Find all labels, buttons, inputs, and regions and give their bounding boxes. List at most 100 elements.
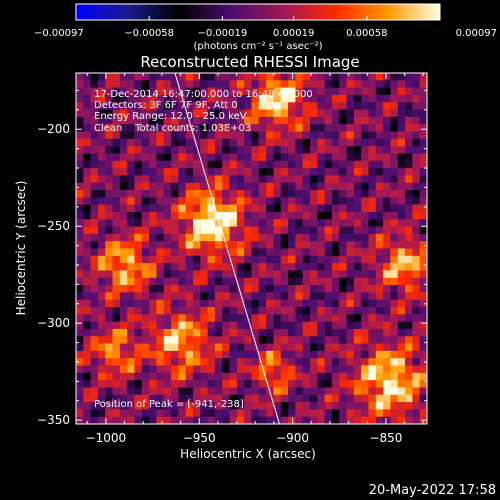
heatmap-cell (149, 160, 157, 169)
heatmap-cell (156, 109, 165, 118)
heatmap-cell (346, 248, 355, 257)
heatmap-cell (361, 153, 369, 162)
heatmap-cell (229, 372, 238, 381)
heatmap-cell (302, 328, 311, 337)
heatmap-cell (171, 336, 179, 344)
heatmap-cell (214, 409, 223, 418)
heatmap-cell (149, 248, 157, 257)
heatmap-cell (207, 80, 216, 89)
heatmap-cell (105, 116, 113, 125)
heatmap-cell (419, 343, 427, 352)
heatmap-cell (236, 219, 245, 227)
heatmap-cell (171, 131, 179, 140)
heatmap-cell (258, 102, 267, 110)
heatmap-cell (214, 80, 223, 89)
heatmap-cell (353, 233, 362, 242)
heatmap-cell (236, 153, 245, 162)
heatmap-cell (156, 102, 165, 110)
heatmap-cell (156, 416, 165, 424)
heatmap-cell (339, 292, 347, 301)
heatmap-cell (127, 277, 135, 286)
heatmap-cell (229, 219, 238, 227)
heatmap-cell (302, 182, 311, 191)
heatmap-cell (295, 80, 304, 89)
x-axis-label: Heliocentric X (arcsec) (180, 447, 316, 461)
heatmap-cell (119, 380, 128, 388)
heatmap-cell (171, 175, 179, 184)
heatmap-cell (200, 94, 209, 103)
heatmap-cell (361, 394, 369, 403)
heatmap-cell (397, 394, 406, 403)
heatmap-cell (185, 299, 194, 308)
heatmap-cell (390, 285, 399, 293)
heatmap-cell (412, 314, 421, 323)
heatmap-cell (331, 307, 340, 315)
heatmap-cell (346, 197, 355, 206)
heatmap-cell (368, 116, 377, 125)
heatmap-cell (244, 219, 252, 227)
heatmap-cell (331, 124, 340, 132)
heatmap-cell (200, 146, 209, 154)
heatmap-cell (76, 277, 84, 286)
heatmap-cell (295, 233, 304, 242)
heatmap-cell (324, 358, 333, 366)
heatmap-cell (266, 80, 274, 89)
heatmap-cell (383, 102, 391, 110)
heatmap-cell (288, 285, 296, 293)
heatmap-cell (390, 307, 399, 315)
heatmap-cell (397, 116, 406, 125)
heatmap-cell (390, 321, 399, 330)
heatmap-cell (405, 233, 413, 242)
colorbar-gradient (75, 3, 441, 21)
heatmap-cell (295, 182, 304, 191)
heatmap-cell (90, 102, 99, 110)
heatmap-cell (353, 365, 362, 374)
heatmap-cell (390, 109, 399, 118)
annotation-energy-range: Energy Range: 12.0 - 25.0 keV (94, 111, 247, 122)
heatmap-cell (353, 102, 362, 110)
heatmap-cell (97, 350, 106, 359)
heatmap-cell (353, 248, 362, 257)
heatmap-cell (200, 285, 209, 293)
heatmap-cell (97, 204, 106, 213)
heatmap-cell (178, 387, 187, 396)
heatmap-cell (412, 102, 421, 110)
heatmap-cell (112, 402, 121, 410)
heatmap-cell (156, 402, 165, 410)
heatmap-cell (178, 248, 187, 257)
heatmap-cell (280, 94, 289, 103)
heatmap-cell (236, 226, 245, 235)
heatmap-cell (214, 321, 223, 330)
heatmap-cell (156, 277, 165, 286)
heatmap-cell (266, 109, 274, 118)
heatmap-cell (229, 182, 238, 191)
heatmap-cell (127, 314, 135, 323)
heatmap-cell (273, 73, 282, 81)
heatmap-cell (90, 321, 99, 330)
heatmap-cell (207, 219, 216, 227)
heatmap-cell (171, 160, 179, 169)
heatmap-cell (317, 226, 326, 235)
heatmap-cell (412, 87, 421, 96)
heatmap-cell (83, 387, 92, 396)
heatmap-cell (310, 350, 318, 359)
heatmap-cell (171, 197, 179, 206)
heatmap-cell (280, 80, 289, 89)
heatmap-cell (397, 204, 406, 213)
heatmap-cell (112, 102, 121, 110)
heatmap-cell (185, 211, 194, 220)
heatmap-cell (185, 94, 194, 103)
heatmap-cell (200, 102, 209, 110)
heatmap-cell (229, 248, 238, 257)
heatmap-cell (127, 219, 135, 227)
heatmap-cell (419, 394, 427, 403)
heatmap-cell (127, 138, 135, 147)
heatmap-cell (214, 343, 223, 352)
heatmap-cell (412, 94, 421, 103)
heatmap-cell (171, 314, 179, 323)
heatmap-cell (346, 292, 355, 301)
heatmap-cell (83, 285, 92, 293)
heatmap-cell (258, 94, 267, 103)
heatmap-cell (412, 116, 421, 125)
heatmap-cell (295, 190, 304, 198)
